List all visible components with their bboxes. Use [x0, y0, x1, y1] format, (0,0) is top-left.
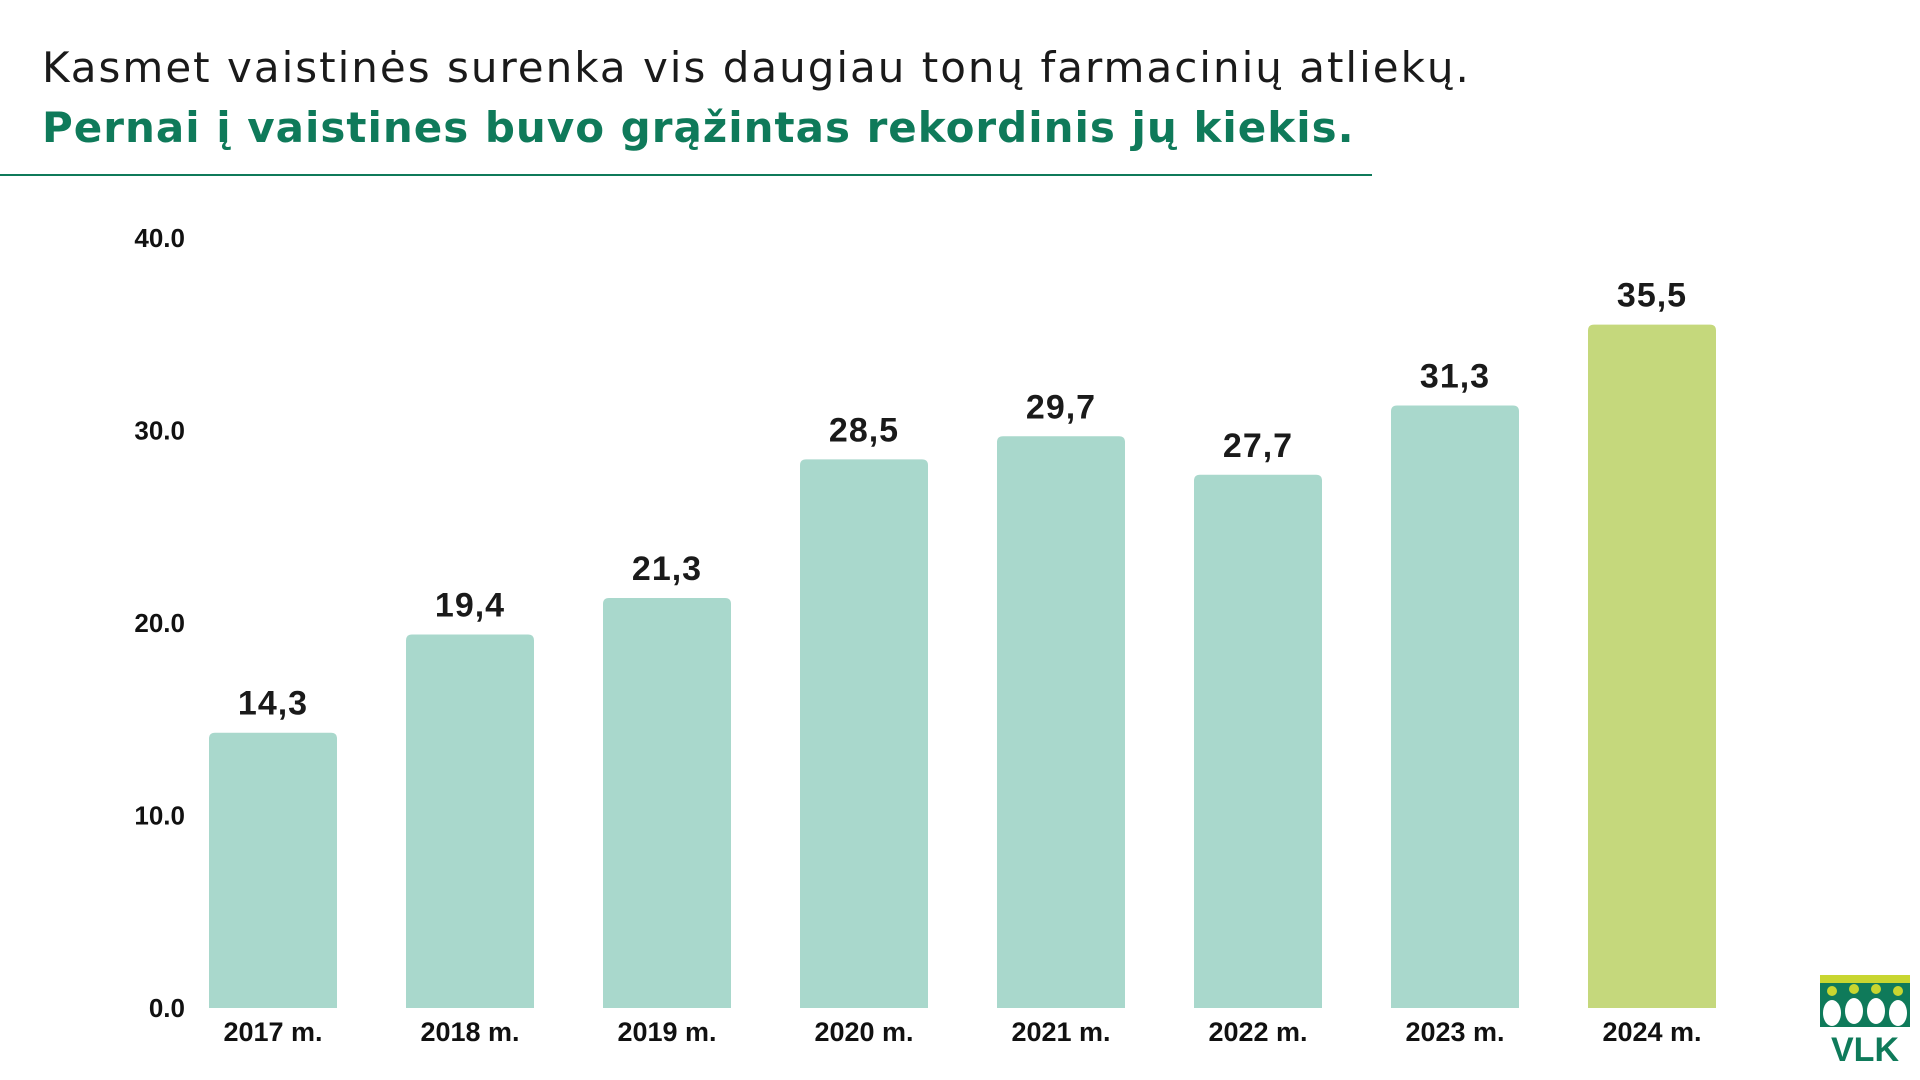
bar [209, 732, 337, 1008]
x-tick-label: 2024 m. [1602, 1017, 1701, 1047]
vlk-logo: VLK [1820, 975, 1910, 1069]
bar [800, 459, 928, 1008]
bar-value-label: 28,5 [829, 411, 899, 449]
y-tick-label: 10.0 [134, 801, 185, 831]
y-tick-label: 0.0 [149, 993, 185, 1023]
x-tick-label: 2021 m. [1011, 1017, 1110, 1047]
bar-value-label: 35,5 [1617, 277, 1687, 315]
bar [997, 436, 1125, 1008]
x-tick-label: 2017 m. [223, 1017, 322, 1047]
y-tick-label: 40.0 [134, 223, 185, 253]
bar-chart: 0.0 10.0 20.0 30.0 40.0 14,3 2017 m. 19,4 2018 m… [0, 200, 1780, 1080]
y-tick-label: 30.0 [134, 416, 185, 446]
bar-chart-svg: 0.0 10.0 20.0 30.0 40.0 14,3 2017 m. 19,4 2018 m… [134, 223, 1716, 1047]
svg-text:VLK: VLK [1831, 1031, 1899, 1065]
bar-value-label: 21,3 [632, 550, 702, 588]
bar-value-label: 19,4 [435, 587, 505, 625]
bar-value-label: 29,7 [1026, 388, 1096, 426]
x-tick-label: 2019 m. [617, 1017, 716, 1047]
bar [1194, 474, 1322, 1008]
bar [603, 597, 731, 1008]
y-tick-label: 20.0 [134, 608, 185, 638]
vlk-logo-mark: VLK [1820, 975, 1910, 1069]
x-tick-label: 2018 m. [420, 1017, 519, 1047]
bar-value-label: 31,3 [1420, 357, 1490, 395]
x-tick-label: 2023 m. [1405, 1017, 1504, 1047]
chart-subtitle: Pernai į vaistines buvo grąžintas rekord… [42, 103, 1355, 152]
bar-value-label: 27,7 [1223, 427, 1293, 465]
x-tick-label: 2020 m. [814, 1017, 913, 1047]
bar [406, 634, 534, 1008]
x-tick-label: 2022 m. [1208, 1017, 1307, 1047]
bar [1588, 324, 1716, 1008]
chart-title: Kasmet vaistinės surenka vis daugiau ton… [42, 43, 1471, 92]
bar-value-label: 14,3 [238, 685, 308, 723]
header-divider [0, 174, 1372, 176]
header: Kasmet vaistinės surenka vis daugiau ton… [42, 40, 1471, 160]
bar [1391, 405, 1519, 1009]
